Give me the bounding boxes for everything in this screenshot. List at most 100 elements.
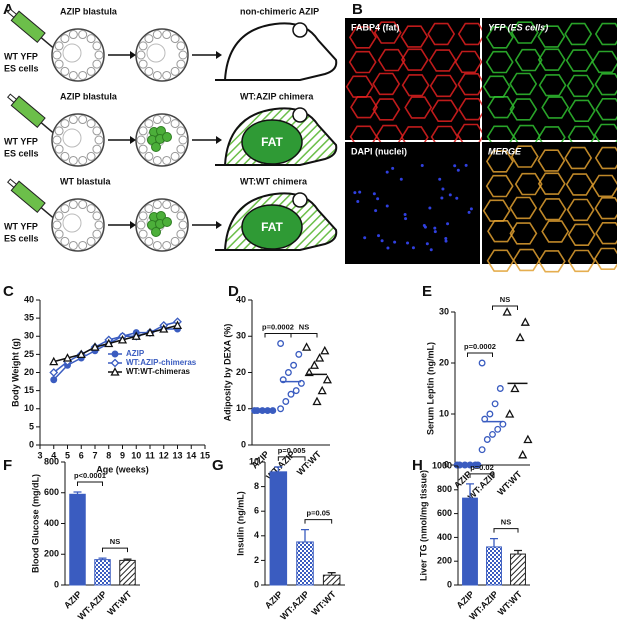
cell — [60, 236, 70, 246]
cell — [94, 50, 104, 60]
cell-boundary — [486, 249, 515, 272]
cell — [86, 34, 96, 44]
y-tick-label: 25 — [24, 349, 34, 359]
cell — [162, 155, 172, 165]
error-bar — [514, 549, 522, 555]
cell — [170, 236, 180, 246]
nucleus — [403, 212, 407, 216]
nucleus — [363, 236, 367, 240]
y-tick-label: 20 — [236, 367, 246, 377]
cells-label: ES cells — [4, 233, 39, 243]
marker — [282, 398, 290, 405]
cell-boundary — [457, 22, 486, 46]
y-tick-label: 30 — [236, 331, 246, 341]
cell-boundary — [487, 96, 515, 119]
cell-boundary — [404, 96, 433, 119]
micrograph — [345, 142, 480, 264]
cell-boundary — [372, 72, 401, 96]
y-axis-title: Liver TG (nmol/mg tissue) — [418, 470, 428, 581]
cell — [152, 70, 162, 80]
cell-boundary — [591, 174, 617, 198]
marker — [478, 359, 486, 367]
nucleus — [406, 241, 410, 245]
cell-boundary — [594, 197, 617, 220]
nucleus — [440, 196, 444, 200]
y-axis-title: Body Weight (g) — [10, 338, 20, 407]
marker — [486, 410, 494, 418]
es-cell — [151, 142, 161, 152]
marker — [520, 317, 530, 326]
cell-boundary — [537, 25, 566, 48]
cell-boundary — [594, 22, 617, 46]
marker — [312, 396, 322, 406]
cell — [78, 240, 88, 250]
nucleus — [353, 191, 357, 195]
cell — [94, 135, 104, 145]
inner — [62, 43, 82, 63]
cell-boundary — [509, 222, 538, 245]
marker — [515, 332, 525, 342]
y-tick-label: 2 — [254, 555, 259, 565]
y-tick-label: 8 — [254, 481, 259, 491]
cell — [176, 211, 186, 221]
arrow-head — [130, 221, 136, 229]
cell — [138, 229, 148, 239]
cell-boundary — [593, 247, 617, 271]
cell — [144, 204, 154, 214]
cell — [68, 70, 78, 80]
cell — [92, 41, 102, 51]
cell-boundary — [509, 98, 538, 121]
panel-label: C — [3, 283, 14, 300]
y-tick-label: 15 — [24, 385, 34, 395]
bracket — [467, 352, 493, 357]
marker — [49, 368, 59, 377]
panel-label: G — [212, 457, 224, 474]
cell-boundary — [564, 146, 593, 170]
nucleus — [356, 200, 360, 204]
cell-boundary — [485, 50, 514, 74]
cell — [136, 220, 146, 230]
nucleus — [385, 170, 389, 174]
x-tick-label: 15 — [200, 450, 210, 460]
cell — [178, 220, 188, 230]
inner — [62, 128, 82, 148]
cell-boundary — [538, 74, 567, 97]
nucleus — [374, 209, 378, 213]
x-tick-label: 9 — [120, 450, 125, 460]
cells-label: ES cells — [4, 148, 39, 158]
y-tick-label: 10 — [24, 403, 34, 413]
cell — [138, 59, 148, 69]
marker — [287, 390, 295, 398]
cell-boundary — [487, 220, 515, 243]
cells-label: WT YFP — [4, 136, 38, 146]
nucleus — [433, 230, 437, 234]
annotation: p=0.0002 — [262, 322, 294, 331]
cells-label: WT YFP — [4, 51, 38, 61]
cell — [78, 115, 88, 125]
result-label: WT:WT chimera — [240, 176, 308, 186]
annotation: NS — [299, 322, 309, 331]
annotation: p=0.05 — [307, 509, 331, 518]
cell-boundary — [541, 96, 570, 119]
bracket — [492, 305, 518, 310]
marker — [131, 331, 141, 340]
syringe-plunger — [7, 8, 18, 19]
bar — [296, 541, 314, 586]
marker — [523, 434, 533, 444]
legend-label: WT:WT-chimeras — [126, 367, 191, 376]
cell-boundary — [485, 150, 514, 173]
cell — [138, 126, 148, 136]
marker — [322, 374, 332, 384]
cell-boundary — [567, 99, 596, 122]
x-tick-label: 14 — [186, 450, 196, 460]
bracket — [493, 528, 519, 533]
bracket — [102, 547, 128, 553]
cell — [78, 30, 88, 40]
cell — [138, 41, 148, 51]
x-tick-label: 12 — [159, 450, 169, 460]
bracket — [469, 473, 495, 478]
cells-label: WT YFP — [4, 221, 38, 231]
cell — [152, 115, 162, 125]
error-bar — [274, 466, 283, 472]
marker — [320, 345, 330, 355]
